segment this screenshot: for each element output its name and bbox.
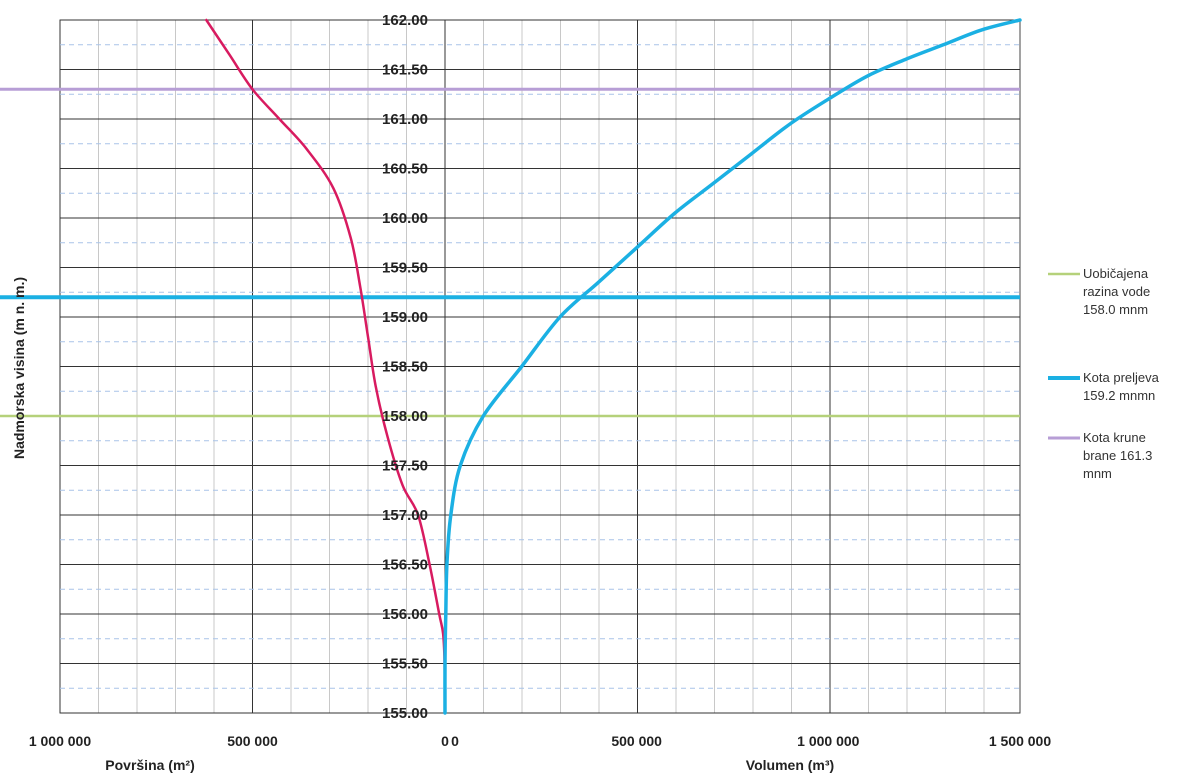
y-tick-label: 159.00	[382, 309, 428, 326]
legend: Uobičajena razina vode 158.0 mnm Kota prelj…	[1048, 266, 1160, 481]
y-tick-label: 157.00	[382, 507, 428, 524]
x-tick-label-left: 0	[441, 733, 449, 749]
volume-curve	[443, 18, 1022, 715]
y-tick-label: 161.00	[382, 111, 428, 128]
y-tick-label: 160.50	[382, 161, 428, 178]
legend-label: Kota krune	[1083, 430, 1146, 445]
y-tick-labels: 155.00 155.50 156.00 156.50 157.00 157.50 158.…	[382, 12, 428, 722]
y-tick-label: 161.50	[382, 62, 428, 79]
legend-label: 158.0 mnm	[1083, 302, 1148, 317]
y-tick-label: 157.50	[382, 458, 428, 475]
reference-lines	[0, 87, 1020, 418]
x-tick-label-right: 1 000 000	[797, 733, 859, 749]
x-tick-label-right: 0	[451, 733, 459, 749]
y-tick-label: 162.00	[382, 12, 428, 29]
y-tick-label: 155.00	[382, 705, 428, 722]
y-tick-label: 156.50	[382, 557, 428, 574]
x-tick-label-right: 1 500 000	[989, 733, 1051, 749]
x-tick-label-right: 500 000	[611, 733, 662, 749]
y-axis-title: Nadmorska visina (m n. m.)	[11, 277, 27, 459]
x-axis-title-right: Volumen (m³)	[746, 757, 834, 773]
y-tick-label: 158.00	[382, 408, 428, 425]
y-tick-label: 158.50	[382, 359, 428, 376]
x-tick-label-left: 1 000 000	[29, 733, 91, 749]
y-tick-label: 160.00	[382, 210, 428, 227]
x-tick-label-left: 500 000	[227, 733, 278, 749]
legend-label: razina vode	[1083, 284, 1150, 299]
legend-label: mnm	[1083, 466, 1112, 481]
surface-area-curve	[205, 18, 447, 715]
y-tick-label: 155.50	[382, 656, 428, 673]
legend-label: Uobičajena	[1083, 266, 1149, 281]
legend-label: brane 161.3	[1083, 448, 1152, 463]
y-tick-label: 156.00	[382, 606, 428, 623]
legend-label: Kota preljeva	[1083, 370, 1160, 385]
y-tick-label: 159.50	[382, 260, 428, 277]
x-tick-labels: 1 000 000 500 000 0 0 500 000 1 000 000 1 500 …	[29, 733, 1051, 749]
grid	[59, 19, 1021, 714]
x-axis-title-left: Površina (m²)	[105, 757, 194, 773]
data-series	[205, 18, 1022, 715]
legend-label: 159.2 mnmn	[1083, 388, 1155, 403]
